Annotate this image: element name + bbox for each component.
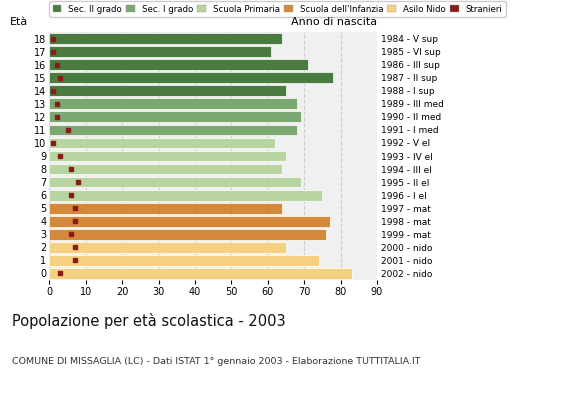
Bar: [49, 112, 300, 122]
Bar: [49, 255, 319, 266]
Legend: Sec. II grado, Sec. I grado, Scuola Primaria, Scuola dell'Infanzia, Asilo Nido, : Sec. II grado, Sec. I grado, Scuola Prim…: [49, 1, 506, 17]
Bar: [49, 190, 322, 200]
Text: COMUNE DI MISSAGLIA (LC) - Dati ISTAT 1° gennaio 2003 - Elaborazione TUTTITALIA.: COMUNE DI MISSAGLIA (LC) - Dati ISTAT 1°…: [12, 357, 420, 366]
Bar: [49, 268, 351, 279]
Bar: [49, 203, 282, 214]
Bar: [49, 138, 275, 148]
Bar: [49, 46, 271, 57]
Bar: [49, 124, 297, 135]
Text: Popolazione per età scolastica - 2003: Popolazione per età scolastica - 2003: [12, 313, 285, 329]
Bar: [49, 85, 286, 96]
Bar: [49, 229, 326, 240]
Text: Età: Età: [10, 17, 28, 27]
Bar: [49, 177, 300, 188]
Bar: [49, 164, 282, 174]
Bar: [49, 98, 297, 109]
Bar: [49, 216, 329, 227]
Text: Anno di nascita: Anno di nascita: [291, 17, 377, 27]
Bar: [49, 72, 334, 83]
Bar: [49, 33, 282, 44]
Bar: [49, 242, 286, 253]
Bar: [49, 151, 286, 161]
Bar: [49, 59, 308, 70]
